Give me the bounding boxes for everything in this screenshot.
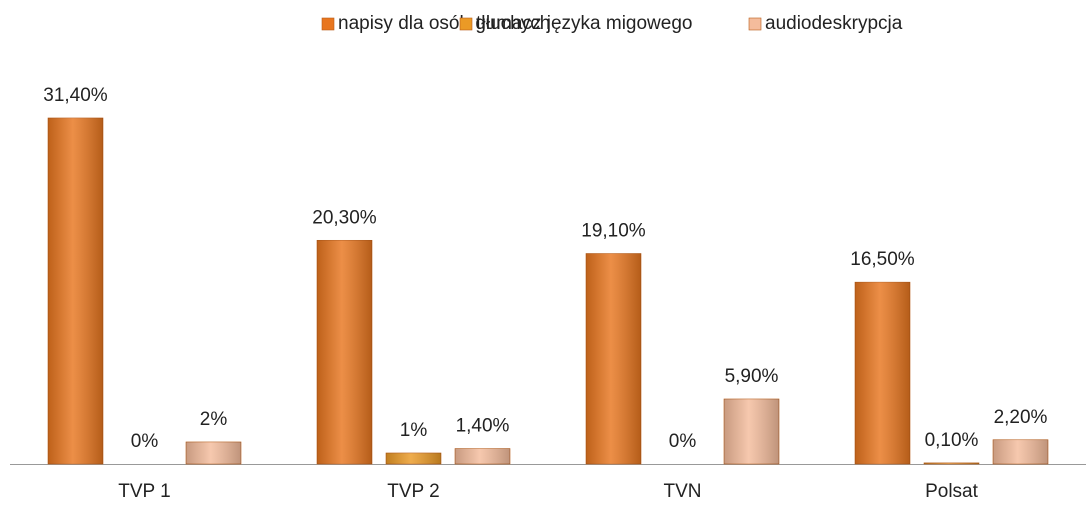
value-label: 2% [200, 409, 228, 430]
x-tick-label: Polsat [925, 481, 979, 502]
value-label: 31,40% [43, 85, 108, 106]
bar-shine [386, 452, 441, 464]
x-tick-label: TVP 2 [387, 481, 439, 502]
bar-shine [724, 398, 779, 464]
bar-shine [855, 282, 910, 464]
value-label: 1,40% [456, 416, 510, 437]
bar-shine [48, 117, 103, 465]
value-label: 1% [400, 420, 428, 441]
bar-shine [186, 441, 241, 464]
x-tick-label: TVP 1 [118, 481, 170, 502]
legend-swatch [748, 17, 762, 31]
legend-swatch [459, 17, 473, 31]
legend-swatch [321, 17, 335, 31]
value-label: 0% [669, 431, 697, 452]
bar-shine [586, 253, 641, 464]
bar-shine [993, 439, 1048, 464]
legend-label: audiodeskrypcja [765, 13, 903, 34]
bar-shine [455, 448, 510, 464]
bar-shine [317, 240, 372, 464]
value-label: 2,20% [994, 407, 1048, 428]
legend-label: tłumacz języka migowego [476, 13, 692, 34]
x-tick-label: TVN [664, 481, 702, 502]
value-label: 16,50% [850, 249, 915, 270]
value-label: 20,30% [312, 207, 377, 228]
value-label: 0,10% [925, 430, 979, 451]
value-label: 0% [131, 431, 159, 452]
value-label: 5,90% [725, 366, 779, 387]
bar-shine [924, 462, 979, 464]
legend-label: napisy dla osób głuchych [338, 13, 550, 34]
value-label: 19,10% [581, 221, 646, 242]
